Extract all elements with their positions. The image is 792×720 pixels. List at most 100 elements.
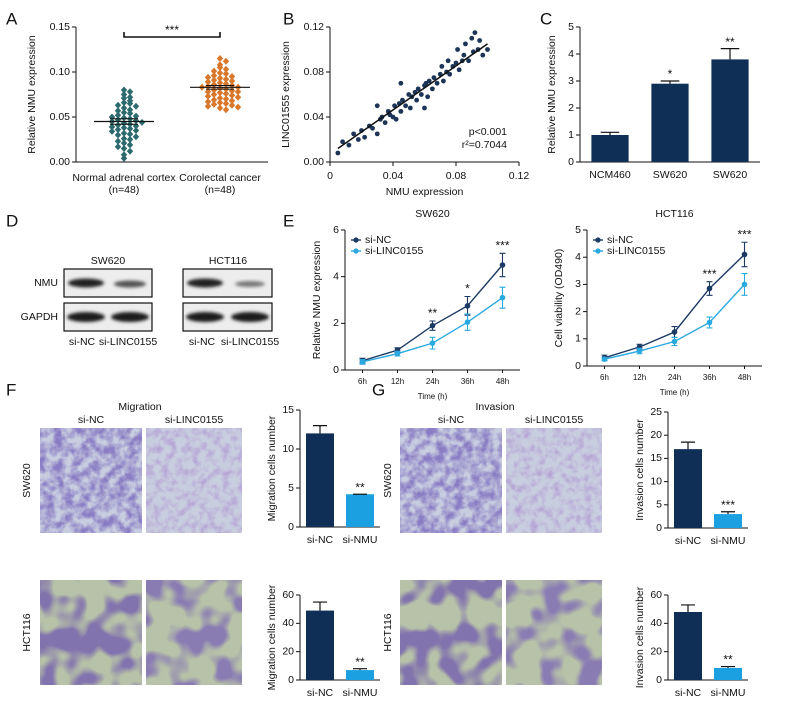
- data-point: [216, 55, 224, 62]
- y-tick-label: 0.00: [50, 156, 71, 168]
- data-point: [120, 114, 128, 122]
- protein-label: GAPDH: [21, 311, 58, 323]
- significance-label: ***: [721, 498, 735, 512]
- error-bar: [681, 604, 695, 612]
- row-label: SW620: [21, 463, 33, 498]
- data-point: [398, 80, 404, 86]
- x-tick-label: SW620: [713, 169, 748, 181]
- data-point: [228, 91, 236, 99]
- blot-band: [114, 280, 146, 288]
- x-tick-label: 48h: [738, 373, 751, 382]
- column-label: si-LINC0155: [165, 414, 224, 426]
- x-tick-label: 0.12: [509, 170, 530, 182]
- data-point: [422, 105, 427, 111]
- chart-title: SW620: [415, 208, 450, 220]
- data-point: [132, 122, 140, 130]
- x-tick-label: si-NMU: [343, 687, 378, 699]
- bar: [591, 135, 629, 162]
- x-tick-label: NCM460: [589, 169, 631, 181]
- data-point: [120, 99, 128, 107]
- micrograph-stain: [146, 428, 242, 533]
- data-point: [455, 47, 460, 52]
- panel-letter: G: [372, 380, 385, 399]
- data-point: [216, 84, 224, 92]
- y-tick-label: 60: [650, 589, 662, 601]
- data-point: [370, 125, 375, 131]
- data-point: [114, 101, 122, 109]
- micrograph-stain: [400, 428, 502, 533]
- data-point: [120, 91, 128, 98]
- data-point: [441, 78, 446, 84]
- data-point: [126, 136, 134, 143]
- panel-letter: C: [540, 9, 552, 28]
- x-tick-label: si-NC: [307, 687, 334, 699]
- data-point: [403, 103, 408, 109]
- x-tick-label: 12h: [391, 377, 404, 386]
- y-tick-label: 5: [288, 482, 294, 494]
- data-point: [132, 133, 140, 141]
- y-tick-label: 0.04: [304, 111, 325, 123]
- regression-line: [337, 43, 488, 150]
- y-axis-label: Cell viability (OD490): [553, 249, 565, 348]
- series-line: [604, 283, 746, 360]
- data-point: [114, 107, 122, 115]
- data-point: [359, 359, 366, 365]
- x-tick-label: si-NMU: [711, 535, 746, 547]
- data-point: [120, 151, 128, 159]
- data-point: [126, 88, 134, 96]
- data-point: [222, 65, 230, 73]
- x-tick-label: 12h: [633, 373, 646, 382]
- data-point: [335, 150, 341, 156]
- data-point: [216, 74, 224, 82]
- data-point: [394, 350, 401, 357]
- y-tick-label: 0.08: [304, 66, 325, 78]
- y-tick-label: 0.15: [50, 21, 71, 33]
- data-point: [340, 139, 345, 145]
- data-point: [120, 145, 128, 152]
- y-tick-label: 10: [650, 475, 662, 487]
- western-blot: D SW620 HCT116 NMU GAPDH si-NC si-LINC01…: [6, 211, 279, 347]
- data-point: [222, 90, 230, 98]
- data-point: [434, 80, 440, 86]
- y-axis-label: Invasion cells number: [634, 586, 646, 688]
- data-point: [741, 281, 748, 288]
- error-bar: [313, 425, 327, 434]
- blot-band: [231, 312, 269, 322]
- x-tick-label-box: Normal adrenal cortex (n=48): [72, 172, 175, 196]
- y-tick-label: 5: [656, 499, 662, 511]
- chart-title: HCT116: [655, 208, 693, 220]
- data-point: [706, 285, 713, 292]
- data-point: [108, 123, 116, 131]
- data-point: [429, 340, 436, 346]
- legend-marker: [353, 248, 359, 254]
- y-tick-label: 40: [282, 617, 294, 629]
- error-bar: [681, 441, 695, 450]
- blot-band: [235, 281, 265, 287]
- x-tick-label: SW620: [653, 169, 688, 181]
- data-point: [216, 79, 224, 87]
- y-axis-label: Migration cells number: [266, 584, 278, 690]
- panel-letter: A: [6, 9, 18, 28]
- data-point: [216, 104, 224, 112]
- data-point: [461, 52, 467, 58]
- significance-label: *: [668, 67, 673, 81]
- x-tick-label: 36h: [703, 373, 716, 382]
- data-point: [216, 64, 224, 71]
- data-point: [382, 120, 388, 126]
- y-tick-label: 5: [575, 224, 581, 236]
- bar: [711, 59, 749, 162]
- data-point: [222, 70, 230, 78]
- y-tick-label: 6: [333, 224, 339, 236]
- data-point: [414, 97, 420, 103]
- y-tick-label: 2: [575, 305, 581, 317]
- data-point: [228, 101, 236, 109]
- data-point: [114, 121, 122, 129]
- data-point: [114, 137, 122, 145]
- x-tick-label: si-NC: [307, 534, 334, 546]
- data-point: [234, 103, 242, 111]
- panel-title: Migration: [118, 401, 161, 413]
- data-point: [234, 93, 242, 101]
- data-point: [204, 102, 212, 110]
- data-point: [120, 94, 128, 102]
